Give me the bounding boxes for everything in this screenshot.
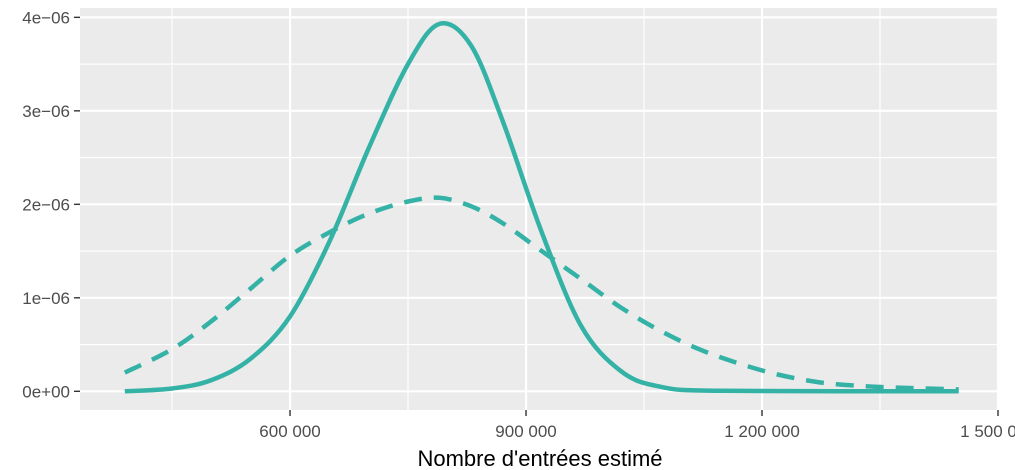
- x-axis: 600 000 900 000 1 200 000 1 500 000: [259, 410, 1015, 441]
- x-tick-label: 900 000: [495, 422, 556, 441]
- y-axis: 0e+00 1e−06 2e−06 3e−06 4e−06: [22, 8, 80, 401]
- y-tick-label: 3e−06: [22, 102, 70, 121]
- y-tick-label: 4e−06: [22, 8, 70, 27]
- y-tick-label: 0e+00: [22, 382, 70, 401]
- x-axis-title: Nombre d'entrées estimé: [417, 446, 662, 470]
- plot-panel: [80, 8, 998, 410]
- x-tick-label: 1 500 000: [960, 422, 1015, 441]
- density-line-dashed: [123, 195, 959, 392]
- x-tick-label: 1 200 000: [724, 422, 800, 441]
- y-tick-label: 1e−06: [22, 289, 70, 308]
- major-gridlines: [80, 8, 1000, 410]
- y-tick-label: 2e−06: [22, 195, 70, 214]
- series-layer: [123, 21, 959, 394]
- density-line-solid: [124, 21, 959, 394]
- x-tick-label: 600 000: [259, 422, 320, 441]
